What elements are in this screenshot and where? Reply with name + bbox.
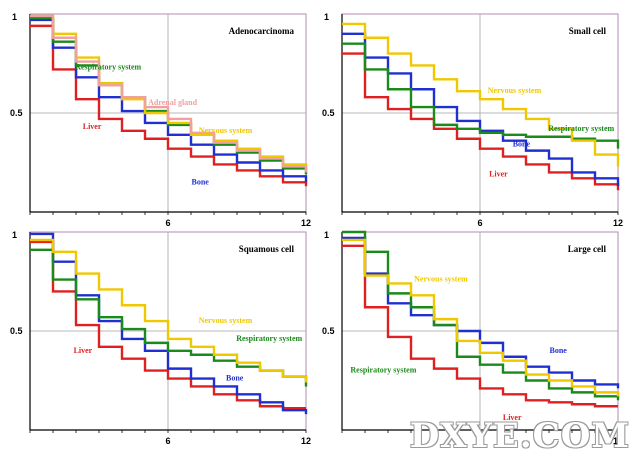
y-tick-label-0.5: 0.5 — [322, 108, 335, 118]
annotation-liver: Liver — [489, 169, 508, 178]
x-tick-label-6: 6 — [165, 436, 170, 446]
chart-title: Adenocarcinoma — [229, 26, 295, 36]
chart-title: Small cell — [569, 26, 607, 36]
x-tick-label-12: 12 — [613, 218, 623, 228]
series-line-nervous-system — [342, 238, 620, 397]
chart-panel-squamous-cell: 6 12 1 0.5 Squamous cell Nervous system Respir… — [10, 230, 311, 446]
x-tick-label-12: 12 — [301, 218, 311, 228]
annotation-nervous-system: Nervous system — [199, 126, 253, 135]
y-tick-label-0.5: 0.5 — [322, 326, 335, 336]
annotation-nervous-system: Nervous system — [199, 316, 253, 325]
chart-title: Large cell — [568, 244, 607, 254]
y-tick-label-1: 1 — [12, 12, 17, 22]
annotation-nervous-system: Nervous system — [488, 86, 542, 95]
series-line-respiratory-system — [30, 16, 308, 175]
annotation-adrenal-gland: Adrenal gland — [148, 98, 198, 107]
series-line-liver — [342, 244, 618, 408]
annotation-respiratory-system: Respiratory system — [350, 366, 416, 375]
x-tick-label-12: 12 — [613, 436, 623, 446]
series-line-adrenal-gland — [30, 14, 308, 173]
x-tick-label-6: 6 — [477, 436, 482, 446]
x-tick-label-6: 6 — [477, 218, 482, 228]
chart-panel-adenocarcinoma: 6 12 1 0.5 Adenocarcinoma Respiratory system A… — [10, 12, 311, 228]
watermark-logo: DXYE.COM — [409, 416, 630, 456]
series-line-respiratory-system — [342, 230, 620, 401]
annotation-bone: Bone — [550, 346, 568, 355]
annotation-bone: Bone — [226, 374, 244, 383]
y-tick-label-1: 1 — [12, 230, 17, 240]
series-line-respiratory-system — [342, 42, 620, 149]
annotation-liver: Liver — [503, 413, 522, 422]
annotation-respiratory-system: Respiratory system — [548, 124, 614, 133]
annotation-bone: Bone — [513, 140, 531, 149]
y-tick-label-1: 1 — [324, 230, 329, 240]
y-tick-label-1: 1 — [324, 12, 329, 22]
annotation-liver: Liver — [74, 346, 93, 355]
x-tick-label-6: 6 — [165, 218, 170, 228]
chart-panel-large-cell: 6 12 1 0.5 Large cell Nervous system Bone Respi… — [322, 230, 623, 446]
series-line-liver — [342, 52, 620, 191]
annotation-respiratory-system: Respiratory system — [75, 62, 141, 71]
annotation-liver: Liver — [83, 122, 102, 131]
y-tick-label-0.5: 0.5 — [10, 326, 23, 336]
series-line-nervous-system — [342, 22, 620, 167]
series-line-nervous-system — [30, 238, 308, 383]
y-tick-label-0.5: 0.5 — [10, 108, 23, 118]
chart-title: Squamous cell — [239, 244, 295, 254]
chart-panel-small-cell: 6 12 1 0.5 Small cell Nervous system Respirato… — [322, 12, 623, 228]
annotation-respiratory-system: Respiratory system — [236, 334, 302, 343]
annotation-bone: Bone — [192, 177, 210, 186]
series-line-liver — [30, 24, 308, 187]
annotation-nervous-system: Nervous system — [414, 275, 468, 284]
x-tick-label-12: 12 — [301, 436, 311, 446]
series-line-bone — [30, 18, 308, 183]
